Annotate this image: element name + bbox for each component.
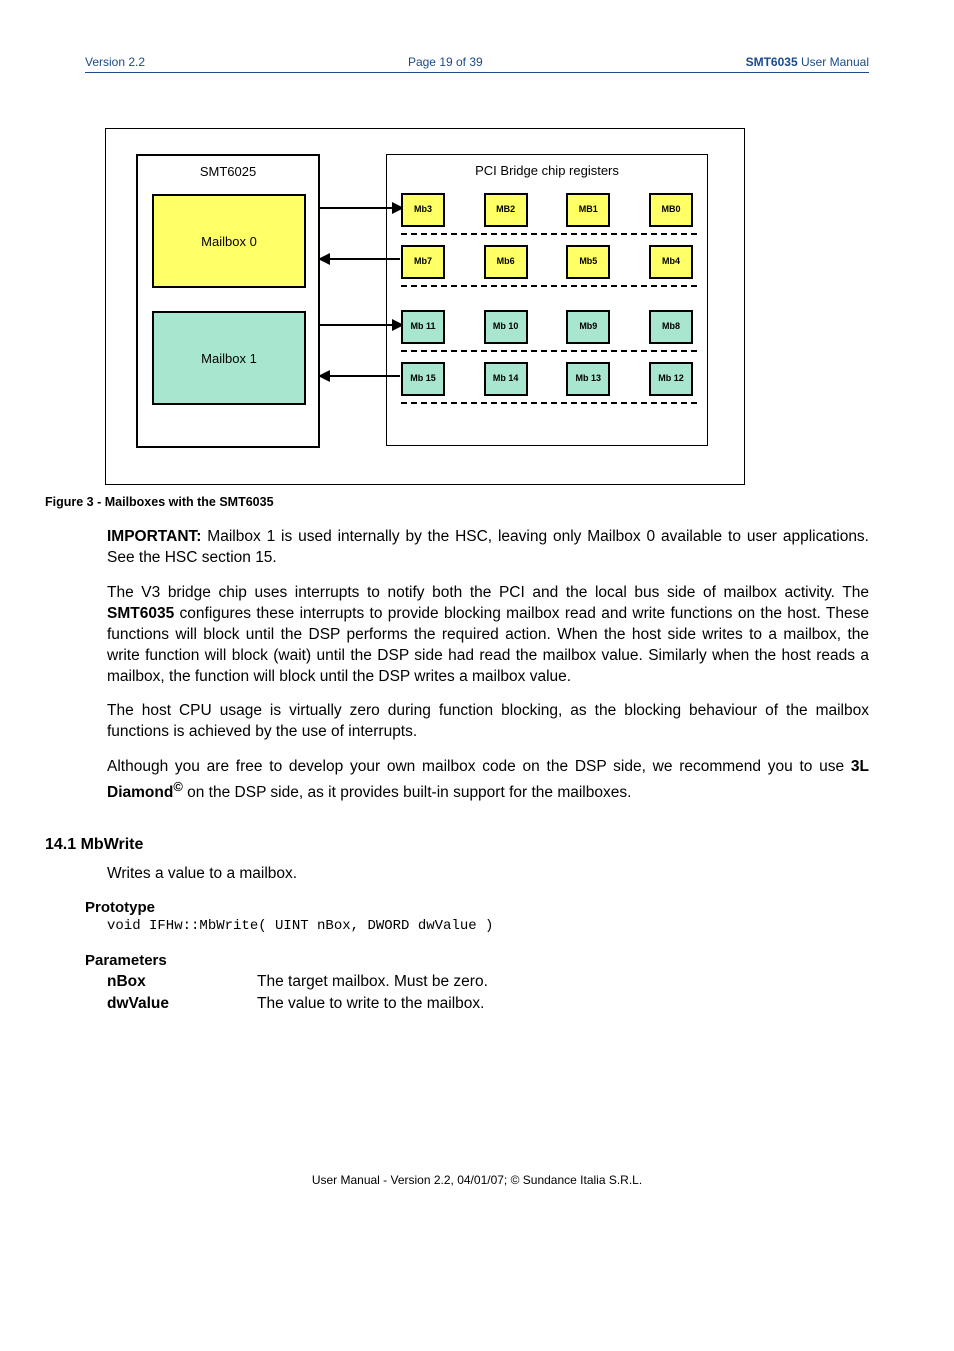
reg: Mb 13 — [566, 362, 610, 396]
parameters-heading: Parameters — [85, 952, 869, 969]
figure-caption: Figure 3 - Mailboxes with the SMT6035 — [45, 495, 869, 509]
reg-row-3: Mb 11 Mb 10 Mb9 Mb8 — [401, 310, 693, 344]
p2c: configures these interrupts to provide b… — [107, 605, 869, 685]
paragraph-3: The host CPU usage is virtually zero dur… — [107, 701, 869, 743]
paragraph-4: Although you are free to develop your ow… — [107, 757, 869, 804]
section-desc: Writes a value to a mailbox. — [107, 864, 869, 885]
header-suffix: User Manual — [798, 55, 869, 69]
param-row: nBox The target mailbox. Must be zero. — [107, 973, 869, 991]
param-desc: The target mailbox. Must be zero. — [257, 973, 488, 991]
important-label: IMPORTANT: — [107, 528, 201, 545]
param-name: nBox — [107, 973, 257, 991]
reg: MB0 — [649, 193, 693, 227]
smt-title: SMT6025 — [138, 156, 318, 187]
arrow-line — [318, 324, 394, 326]
param-desc: The value to write to the mailbox. — [257, 995, 484, 1013]
reg: Mb 14 — [484, 362, 528, 396]
reg-row-2: Mb7 Mb6 Mb5 Mb4 — [401, 245, 693, 279]
header-page: Page 19 of 39 — [408, 55, 483, 69]
reg: Mb6 — [484, 245, 528, 279]
diagram-container: SMT6025 Mailbox 0 Mailbox 1 PCI Bridge c… — [105, 128, 745, 485]
reg: Mb 12 — [649, 362, 693, 396]
p4c: on the DSP side, as it provides built-in… — [183, 784, 632, 801]
reg: Mb8 — [649, 310, 693, 344]
reg: Mb3 — [401, 193, 445, 227]
section-heading: 14.1 MbWrite — [45, 836, 869, 854]
arrow-head-left — [318, 370, 330, 382]
diagram: SMT6025 Mailbox 0 Mailbox 1 PCI Bridge c… — [136, 154, 714, 444]
pci-title: PCI Bridge chip registers — [387, 155, 707, 186]
reg: Mb7 — [401, 245, 445, 279]
dashline — [401, 233, 697, 235]
reg: Mb5 — [566, 245, 610, 279]
reg: Mb 15 — [401, 362, 445, 396]
p2a: The V3 bridge chip uses interrupts to no… — [107, 584, 869, 601]
reg-row-1: Mb3 MB2 MB1 MB0 — [401, 193, 693, 227]
param-name: dwValue — [107, 995, 257, 1013]
reg-row-4: Mb 15 Mb 14 Mb 13 Mb 12 — [401, 362, 693, 396]
prototype-code: void IFHw::MbWrite( UINT nBox, DWORD dwV… — [107, 918, 869, 934]
reg: MB2 — [484, 193, 528, 227]
header-title: SMT6035 User Manual — [746, 55, 869, 69]
reg: Mb 11 — [401, 310, 445, 344]
page: Version 2.2 Page 19 of 39 SMT6035 User M… — [0, 0, 954, 1227]
page-header: Version 2.2 Page 19 of 39 SMT6035 User M… — [85, 55, 869, 73]
copyright-sup: © — [173, 779, 183, 794]
header-product: SMT6035 — [746, 55, 798, 69]
reg: Mb4 — [649, 245, 693, 279]
paragraph-important: IMPORTANT: Mailbox 1 is used internally … — [107, 527, 869, 569]
reg: MB1 — [566, 193, 610, 227]
arrow-head-left — [318, 253, 330, 265]
important-text: Mailbox 1 is used internally by the HSC,… — [107, 528, 869, 566]
page-footer: User Manual - Version 2.2, 04/01/07; © S… — [85, 1173, 869, 1187]
p2b: SMT6035 — [107, 605, 174, 622]
prototype-heading: Prototype — [85, 899, 869, 916]
reg: Mb9 — [566, 310, 610, 344]
param-row: dwValue The value to write to the mailbo… — [107, 995, 869, 1013]
p4a: Although you are free to develop your ow… — [107, 758, 851, 775]
arrow-line — [318, 207, 394, 209]
dashline — [401, 350, 697, 352]
header-version: Version 2.2 — [85, 55, 145, 69]
reg: Mb 10 — [484, 310, 528, 344]
dashline — [401, 402, 697, 404]
smt-box: SMT6025 Mailbox 0 Mailbox 1 — [136, 154, 320, 448]
mailbox-1: Mailbox 1 — [152, 311, 306, 405]
paragraph-2: The V3 bridge chip uses interrupts to no… — [107, 583, 869, 688]
dashline — [401, 285, 697, 287]
pci-box: PCI Bridge chip registers Mb3 MB2 MB1 MB… — [386, 154, 708, 446]
mailbox-0: Mailbox 0 — [152, 194, 306, 288]
